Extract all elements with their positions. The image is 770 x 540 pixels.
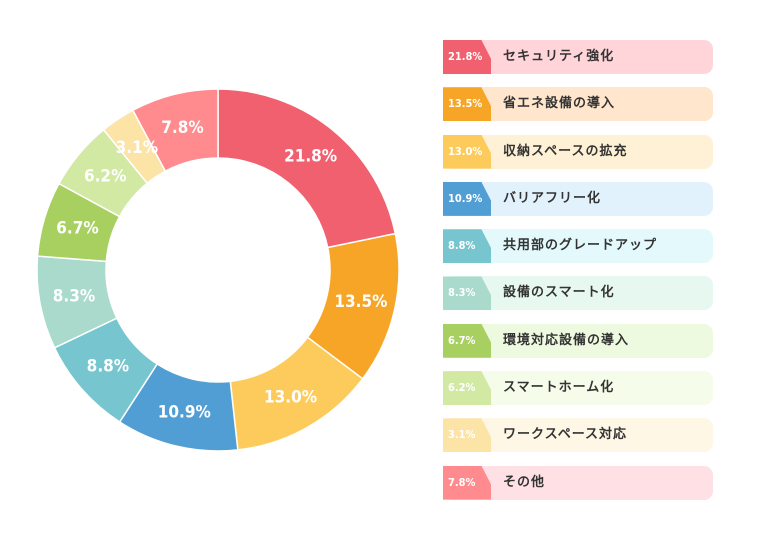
slice-label-5: 8.3% xyxy=(53,287,95,307)
slice-label-2: 13.0% xyxy=(264,387,317,407)
legend-label-6: 環境対応設備の導入 xyxy=(503,332,630,348)
legend-label-9: その他 xyxy=(503,474,546,490)
legend-item-0: 21.8% セキュリティ強化 xyxy=(443,40,713,74)
legend-tag-8: 3.1% xyxy=(443,418,491,453)
legend-item-3: 10.9% バリアフリー化 xyxy=(443,181,713,216)
legend-tag-7: 6.2% xyxy=(443,371,491,406)
legend-tag-3: 10.9% xyxy=(443,181,491,216)
legend-tag-6: 6.7% xyxy=(443,323,491,358)
legend-tag-9: 7.8% xyxy=(443,465,491,500)
legend-label-4: 共用部のグレードアップ xyxy=(503,238,658,254)
donut-chart: 21.8% 13.5% 13.0% 10.9% 8.8% 8.3% 6.7% 6.2% 3.1%… xyxy=(36,88,400,452)
legend-tag-4: 8.8% xyxy=(443,229,491,264)
slice-0 xyxy=(217,88,397,249)
legend-label-2: 収納スペースの拡充 xyxy=(503,143,628,159)
slice-labels: 21.8% 13.5% 13.0% 10.9% 8.8% 8.3% 6.7% 6.2% 3.1%… xyxy=(53,118,388,423)
legend-label-7: スマートホーム化 xyxy=(503,380,615,396)
slice-label-7: 6.2% xyxy=(84,167,126,187)
legend-tag-0: 21.8% xyxy=(443,40,491,74)
legend-item-9: 7.8% その他 xyxy=(443,465,713,500)
legend-item-5: 8.3% 設備のスマート化 xyxy=(443,276,713,311)
legend-item-1: 13.5% 省エネ設備の導入 xyxy=(443,87,713,122)
donut-slices xyxy=(36,88,400,452)
legend-label-3: バリアフリー化 xyxy=(503,190,602,206)
slice-9 xyxy=(131,88,219,173)
slice-label-3: 10.9% xyxy=(158,403,211,423)
legend: 21.8% セキュリティ強化 13.5% 省エネ設備の導入 13.0% 収納スペースの拡充… xyxy=(443,40,713,513)
legend-label-0: セキュリティ強化 xyxy=(503,49,615,64)
legend-item-6: 6.7% 環境対応設備の導入 xyxy=(443,323,713,358)
legend-tag-2: 13.0% xyxy=(443,134,491,169)
legend-item-4: 8.8% 共用部のグレードアップ xyxy=(443,229,713,264)
legend-label-1: 省エネ設備の導入 xyxy=(503,96,616,112)
slice-label-0: 21.8% xyxy=(284,146,337,166)
legend-label-5: 設備のスマート化 xyxy=(503,285,615,301)
legend-item-8: 3.1% ワークスペース対応 xyxy=(443,418,713,453)
legend-item-7: 6.2% スマートホーム化 xyxy=(443,371,713,406)
slice-label-9: 7.8% xyxy=(161,118,203,138)
slice-label-4: 8.8% xyxy=(87,357,129,377)
legend-label-8: ワークスペース対応 xyxy=(503,427,628,443)
legend-tag-1: 13.5% xyxy=(443,87,491,122)
slice-label-1: 13.5% xyxy=(334,292,387,312)
slice-label-8: 3.1% xyxy=(116,138,158,158)
slice-label-6: 6.7% xyxy=(56,219,98,239)
legend-item-2: 13.0% 収納スペースの拡充 xyxy=(443,134,713,169)
legend-tag-5: 8.3% xyxy=(443,276,491,311)
